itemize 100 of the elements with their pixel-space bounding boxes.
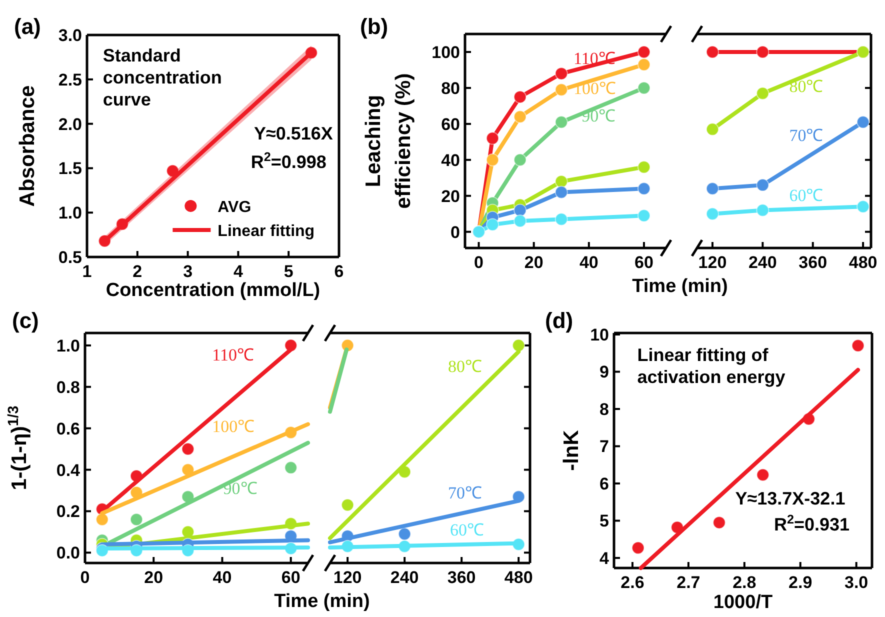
point bbox=[706, 182, 719, 196]
chart-title: (d) bbox=[545, 308, 574, 333]
x-tick-label: 360 bbox=[798, 253, 828, 272]
annotation: Linear fitting of activation energy bbox=[637, 345, 786, 388]
point bbox=[756, 204, 770, 217]
y-tick-label: 40 bbox=[441, 150, 460, 170]
chart-title: (a) bbox=[14, 14, 41, 39]
series-label: 60℃ bbox=[789, 186, 824, 205]
x-tick-label: 5 bbox=[284, 262, 294, 281]
series-label: 110℃ bbox=[212, 346, 254, 365]
y-tick-label: 0.6 bbox=[56, 419, 80, 438]
y-tick-label: 0.8 bbox=[56, 378, 80, 397]
point bbox=[486, 132, 500, 145]
x-tick-label: 120 bbox=[698, 253, 727, 272]
x-tick-label: 4 bbox=[233, 262, 244, 281]
point bbox=[756, 45, 770, 58]
point bbox=[637, 81, 650, 94]
point bbox=[706, 45, 719, 58]
point bbox=[486, 153, 500, 166]
point bbox=[554, 83, 568, 96]
point bbox=[181, 442, 194, 456]
point bbox=[632, 541, 645, 554]
y-tick-label: 100 bbox=[432, 42, 460, 62]
x-tick-label: 6 bbox=[334, 262, 344, 281]
series-label: 70℃ bbox=[789, 126, 824, 145]
y-tick-label: 2.0 bbox=[58, 114, 82, 134]
x-tick-label: 40 bbox=[212, 568, 232, 587]
point bbox=[637, 209, 650, 222]
point bbox=[284, 461, 298, 474]
point bbox=[96, 512, 109, 526]
x-tick-label: 60 bbox=[281, 568, 300, 587]
y-axis-title: Absorbance bbox=[16, 85, 39, 207]
point bbox=[637, 182, 650, 196]
point bbox=[856, 200, 870, 214]
annotation: R$^{2}$=0.931 bbox=[774, 512, 850, 534]
annotation: Y≈0.516X bbox=[254, 123, 333, 144]
point bbox=[706, 122, 719, 136]
point bbox=[706, 207, 719, 220]
x-tick-label: 480 bbox=[848, 253, 878, 272]
x-tick-label: 3 bbox=[183, 262, 193, 281]
series-label: 80℃ bbox=[789, 76, 824, 96]
y-tick-label: 0.4 bbox=[56, 460, 81, 480]
chart-title: (c) bbox=[12, 308, 39, 333]
x-axis-title: Concentration (mmol/L) bbox=[106, 280, 320, 301]
y-tick-label: 1.5 bbox=[58, 159, 82, 178]
annotation: Standard concentration curve bbox=[102, 46, 222, 110]
y-tick-label: 2.5 bbox=[58, 70, 82, 90]
x-tick-label: 2.8 bbox=[732, 573, 756, 592]
y-tick-label: 1.0 bbox=[58, 204, 82, 223]
y-tick-label: 60 bbox=[441, 114, 460, 134]
point bbox=[514, 90, 527, 104]
point bbox=[486, 218, 500, 232]
point bbox=[512, 338, 526, 352]
point bbox=[756, 468, 770, 482]
x-tick-label: 2.7 bbox=[676, 573, 700, 592]
y-tick-label: 0.2 bbox=[56, 502, 80, 522]
point bbox=[637, 45, 650, 58]
x-tick-label: 480 bbox=[504, 568, 533, 587]
point bbox=[341, 498, 354, 512]
point bbox=[852, 339, 865, 352]
x-tick-label: 360 bbox=[447, 568, 476, 587]
x-tick-label: 120 bbox=[333, 568, 362, 587]
y-tick-label: 0.5 bbox=[58, 248, 82, 267]
x-tick-label: 2.6 bbox=[620, 573, 644, 592]
x-tick-label: 0 bbox=[474, 253, 484, 272]
point bbox=[514, 204, 527, 217]
series-label: 70℃ bbox=[448, 484, 482, 503]
y-tick-label: 9 bbox=[600, 362, 609, 382]
legend-label: Linear fitting bbox=[218, 222, 315, 240]
x-tick-label: 1 bbox=[82, 262, 92, 281]
y-tick-label: 5 bbox=[600, 512, 609, 531]
point bbox=[514, 214, 527, 228]
y-tick-label: 80 bbox=[441, 78, 460, 98]
x-tick-label: 20 bbox=[524, 253, 544, 272]
point bbox=[554, 174, 568, 188]
x-tick-label: 2 bbox=[132, 262, 142, 281]
x-tick-label: 240 bbox=[748, 253, 777, 272]
x-tick-label: 3.0 bbox=[844, 573, 868, 592]
x-tick-label: 20 bbox=[144, 568, 164, 587]
y-tick-label: 0 bbox=[450, 222, 460, 242]
x-axis-title: Time (min) bbox=[632, 276, 728, 297]
series-label: 80℃ bbox=[448, 357, 482, 376]
x-axis-title: Time (min) bbox=[274, 591, 370, 612]
y-tick-label: 0.0 bbox=[56, 544, 80, 563]
series-label: 100℃ bbox=[212, 416, 255, 436]
point bbox=[756, 86, 770, 100]
point bbox=[398, 527, 412, 540]
legend-label: AVG bbox=[218, 198, 252, 216]
y-tick-label: 20 bbox=[441, 186, 460, 206]
point bbox=[554, 212, 568, 226]
x-tick-label: 2.9 bbox=[788, 573, 812, 592]
y-tick-label: 6 bbox=[600, 474, 609, 494]
y-tick-label: 1.0 bbox=[56, 336, 80, 356]
point bbox=[554, 67, 568, 80]
annotation: Y≈13.7X-32.1 bbox=[735, 488, 846, 509]
y-axis-title: -lnK bbox=[560, 430, 583, 471]
y-tick-label: 10 bbox=[590, 325, 609, 344]
y-tick-label: 8 bbox=[600, 400, 609, 419]
point bbox=[554, 186, 568, 199]
x-tick-label: 240 bbox=[390, 568, 419, 587]
